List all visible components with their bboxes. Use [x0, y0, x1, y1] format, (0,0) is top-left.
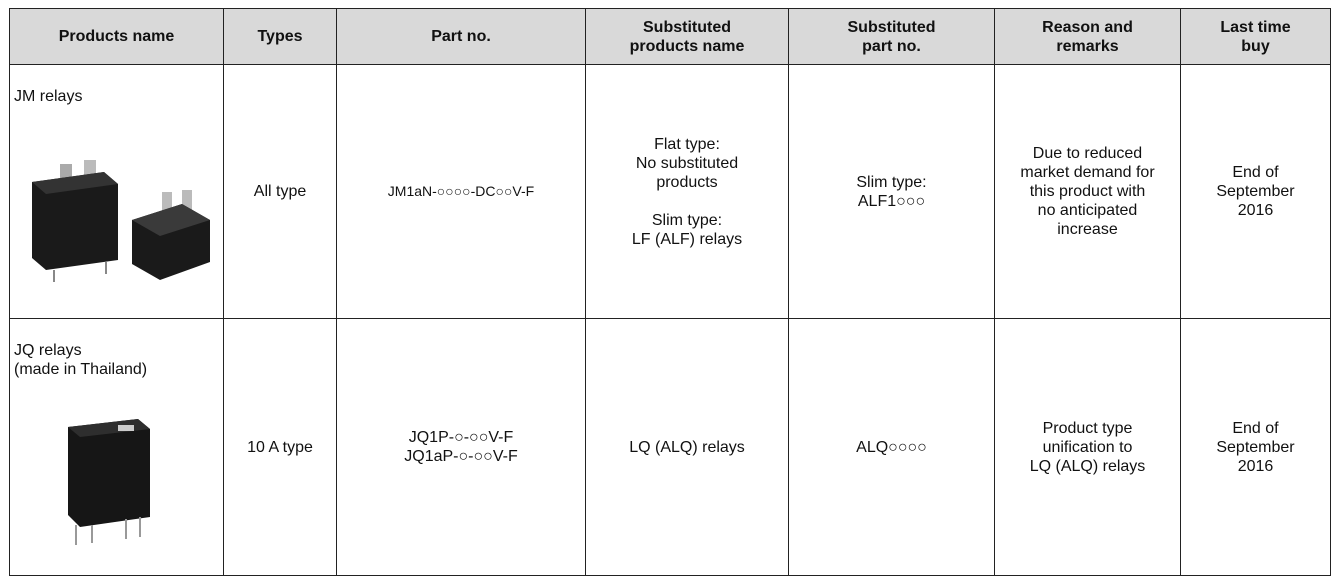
cell: Product type unification to LQ (ALQ) rel…	[994, 318, 1181, 576]
cell: End of September 2016	[1180, 318, 1331, 576]
product-name: JM relays	[14, 88, 83, 105]
header-cell: Substituted products name	[585, 8, 789, 65]
header-row: Products name Types Part no. Substituted…	[9, 8, 1331, 65]
cell: LQ (ALQ) relays	[585, 318, 789, 576]
cell: Flat type: No substituted products Slim …	[585, 64, 789, 319]
cell: JM1aN-○○○○-DC○○V-F	[336, 64, 586, 319]
header-cell: Types	[223, 8, 337, 65]
cell: Slim type: ALF1○○○	[788, 64, 995, 319]
relay-image	[32, 160, 210, 282]
product-name: JQ relays (made in Thailand)	[14, 342, 148, 378]
cell: Due to reduced market demand for this pr…	[994, 64, 1181, 319]
header-cell: Substituted part no.	[788, 8, 995, 65]
cell: JM relays	[9, 64, 224, 319]
cell: JQ1P-○-○○V-F JQ1aP-○-○○V-F	[336, 318, 586, 576]
header-cell: Reason and remarks	[994, 8, 1181, 65]
row: JQ relays (made in Thailand) 10 A type J…	[9, 318, 1331, 576]
header-cell: Part no.	[336, 8, 586, 65]
header-cell: Products name	[9, 8, 224, 65]
relay-image	[68, 419, 150, 545]
page: Products name Types Part no. Substituted…	[9, 8, 1331, 576]
product-table: Products name Types Part no. Substituted…	[9, 8, 1331, 576]
row: JM relays All type JM1aN-○○○○-DC○○V-F Fl…	[9, 64, 1331, 319]
cell: ALQ○○○○	[788, 318, 995, 576]
cell: JQ relays (made in Thailand)	[9, 318, 224, 576]
cell: All type	[223, 64, 337, 319]
cell: End of September 2016	[1180, 64, 1331, 319]
cell: 10 A type	[223, 318, 337, 576]
header-cell: Last time buy	[1180, 8, 1331, 65]
